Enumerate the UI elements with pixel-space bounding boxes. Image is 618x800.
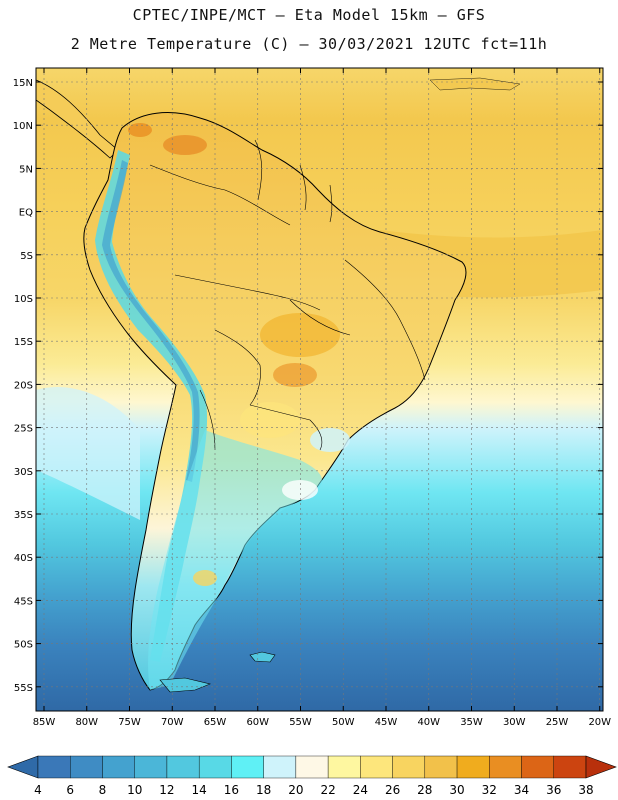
map-frame — [35, 67, 604, 712]
caribbean-islands — [429, 77, 521, 91]
latitude-ticks: 15N 10N 5N EQ 5S 10S 15S 20S 25S 30S 35S 40S 45S 50S 5… — [13, 78, 603, 694]
andes-core — [102, 160, 200, 482]
lon-label: 35W — [460, 717, 483, 728]
colorbar-swatch — [360, 755, 393, 779]
lon-label: 75W — [118, 717, 141, 728]
lon-label: 30W — [503, 717, 526, 728]
colorbar-swatch — [102, 755, 135, 779]
colorbar-label: 18 — [256, 783, 271, 797]
lat-label: 25S — [14, 424, 33, 435]
lat-label: EQ — [19, 208, 33, 219]
colorbar-label: 16 — [224, 783, 239, 797]
colorbar-label: 36 — [546, 783, 561, 797]
lon-label: 50W — [332, 717, 355, 728]
colorbar-swatch — [37, 755, 71, 779]
lat-label: 40S — [14, 553, 33, 564]
colorbar-swatch — [263, 755, 297, 779]
lon-label: 25W — [546, 717, 569, 728]
temperature-colorbar: 4 6 8 10 12 14 16 18 20 22 24 26 28 30 32 34 36 38 — [7, 755, 617, 797]
lat-label: 15N — [13, 78, 33, 89]
lat-label: 30S — [14, 467, 33, 478]
warm-spot-paraguay — [240, 402, 300, 438]
colorbar-label: 38 — [578, 783, 593, 797]
colorbar-over-arrow — [585, 755, 617, 779]
colorbar-label: 34 — [514, 783, 529, 797]
lat-label: 15S — [14, 337, 33, 348]
colorbar-label: 26 — [385, 783, 400, 797]
colorbar-swatch — [424, 755, 458, 779]
colorbar-swatch — [295, 755, 329, 779]
lon-label: 45W — [375, 717, 398, 728]
colorbar-label: 10 — [127, 783, 142, 797]
cool-spot-uruguay — [282, 480, 318, 500]
colorbar-swatch — [392, 755, 426, 779]
lat-label: 20S — [14, 380, 33, 391]
lon-label: 65W — [204, 717, 227, 728]
chart-title: CPTEC/INPE/MCT – Eta Model 15km – GFS — [132, 6, 486, 24]
pacific-cool-tongue — [36, 386, 140, 520]
colorbar-swatch — [166, 755, 200, 779]
lon-label: 55W — [289, 717, 312, 728]
falkland-islands — [249, 651, 276, 663]
lat-label: 50S — [14, 640, 33, 651]
colorbar-swatch — [327, 755, 361, 779]
colorbar-swatch — [456, 755, 490, 779]
graticule — [36, 68, 603, 711]
lat-label: 10S — [14, 294, 33, 305]
lon-label: 70W — [161, 717, 184, 728]
colorbar-under-arrow — [7, 755, 39, 779]
hot-spot-mato-grosso — [273, 363, 317, 387]
colorbar-label: 12 — [159, 783, 174, 797]
colorbar-swatch — [231, 755, 264, 779]
colorbar-label: 30 — [449, 783, 464, 797]
colorbar-label: 20 — [288, 783, 303, 797]
chart-subtitle: 2 Metre Temperature (C) – 30/03/2021 12U… — [70, 35, 548, 53]
colorbar-label: 14 — [192, 783, 207, 797]
country-borders — [149, 139, 426, 451]
colorbar-swatch — [521, 755, 554, 779]
colorbar-swatch — [489, 755, 522, 779]
lat-label: 5N — [19, 164, 33, 175]
colorbar-swatch — [70, 755, 103, 779]
lat-label: 5S — [20, 251, 33, 262]
colorbar-swatch — [198, 755, 232, 779]
colorbar-label: 6 — [66, 783, 74, 797]
longitude-ticks: 85W 80W 75W 70W 65W 60W 55W 50W 45W 40W 35W 30W 25W 2… — [33, 68, 611, 728]
colorbar-label: 28 — [417, 783, 432, 797]
colorbar-swatch — [553, 755, 587, 779]
lon-label: 80W — [75, 717, 98, 728]
lat-label: 10N — [13, 121, 33, 132]
colorbar-swatch — [134, 755, 168, 779]
colorbar-label: 22 — [320, 783, 335, 797]
lon-label: 60W — [246, 717, 269, 728]
hot-spot-colombia — [128, 123, 152, 137]
lat-label: 55S — [14, 683, 33, 694]
lat-label: 35S — [14, 510, 33, 521]
hot-spot-venezuela — [163, 135, 207, 155]
lat-label: 45S — [14, 596, 33, 607]
colorbar-label: 4 — [34, 783, 42, 797]
colorbar-label: 32 — [482, 783, 497, 797]
cool-spot-south-brazil — [310, 428, 350, 452]
colorbar-label: 8 — [99, 783, 107, 797]
warm-spot-patagonia — [193, 570, 217, 586]
hot-spot-central-brazil — [260, 313, 340, 357]
southern-cone-cool — [148, 430, 323, 690]
lon-label: 40W — [417, 717, 440, 728]
lon-label: 20W — [588, 717, 611, 728]
lon-label: 85W — [33, 717, 56, 728]
colorbar-label: 24 — [353, 783, 368, 797]
